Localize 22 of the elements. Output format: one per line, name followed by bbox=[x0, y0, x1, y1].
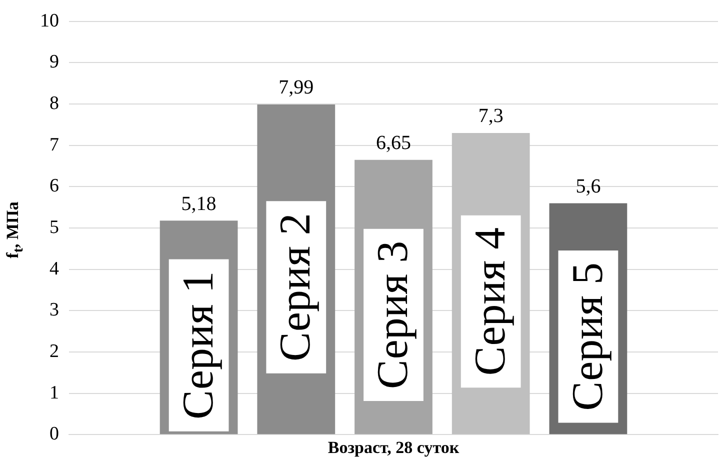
y-tick-label: 6 bbox=[50, 176, 59, 197]
y-tick-label: 8 bbox=[50, 93, 59, 114]
y-tick-label: 7 bbox=[50, 134, 59, 156]
y-tick-label: 9 bbox=[50, 52, 59, 73]
series-label: Серия 4 bbox=[465, 227, 514, 376]
y-tick-label: 4 bbox=[50, 258, 60, 280]
y-tick-label: 10 bbox=[40, 10, 59, 32]
data-label: 5,6 bbox=[576, 175, 601, 198]
data-label: 5,18 bbox=[181, 192, 216, 215]
y-tick-label: 5 bbox=[50, 216, 59, 238]
y-tick-label: 3 bbox=[50, 300, 59, 321]
y-tick-label: 0 bbox=[50, 424, 59, 445]
series-label: Серия 5 bbox=[562, 262, 612, 411]
data-label: 7,3 bbox=[478, 105, 504, 128]
series-label: Серия 1 bbox=[173, 271, 222, 420]
series-label: Серия 3 bbox=[368, 240, 418, 390]
y-tick-label: 2 bbox=[50, 340, 59, 362]
series-label: Серия 2 bbox=[270, 213, 320, 362]
data-label: 7,99 bbox=[278, 76, 314, 99]
x-axis-title: Возраст, 28 суток bbox=[328, 438, 460, 458]
y-tick-label: 1 bbox=[50, 382, 59, 404]
data-label: 6,65 bbox=[376, 132, 411, 154]
